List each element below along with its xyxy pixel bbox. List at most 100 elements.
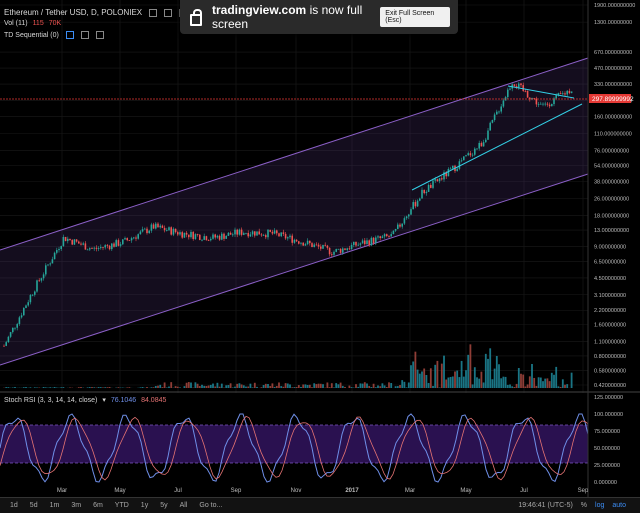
- candle-body: [263, 235, 265, 236]
- candle-body: [364, 240, 366, 244]
- candle-body: [419, 199, 421, 201]
- volume-bar: [529, 376, 531, 388]
- candle-body: [225, 236, 227, 239]
- candle-body: [113, 244, 115, 247]
- price-tick-label: 6.500000000: [594, 259, 626, 265]
- candle-body: [291, 236, 293, 243]
- range-6m[interactable]: 6m: [93, 502, 103, 509]
- stoch-rsi-label[interactable]: Stoch RSI (3, 3, 14, 14, close): [4, 397, 97, 404]
- chevron-down-icon[interactable]: ▾: [102, 397, 106, 404]
- auto-toggle[interactable]: auto: [612, 502, 626, 509]
- volume-bar: [151, 387, 153, 388]
- candle-body: [228, 233, 230, 236]
- volume-bar: [329, 387, 331, 388]
- range-ytd[interactable]: YTD: [115, 502, 129, 509]
- candle-body: [357, 245, 359, 246]
- volume-bar: [388, 382, 390, 388]
- volume-label[interactable]: Vol (11): [4, 20, 28, 27]
- clock-readout[interactable]: 19:46:41 (UTC-5): [518, 502, 572, 509]
- range-5y[interactable]: 5y: [160, 502, 167, 509]
- go-to-button[interactable]: Go to...: [199, 502, 222, 509]
- symbol-title[interactable]: Ethereum / Tether USD, D, POLONIEX: [4, 8, 142, 17]
- volume-bar: [366, 383, 368, 388]
- legend-settings-icon[interactable]: [149, 9, 157, 17]
- range-1y[interactable]: 1y: [141, 502, 148, 509]
- volume-bar: [509, 384, 511, 388]
- bottom-toolbar: 1d 5d 1m 3m 6m YTD 1y 5y All Go to... 19…: [0, 497, 640, 513]
- volume-bar: [459, 377, 461, 388]
- candle-body: [208, 240, 210, 241]
- volume-bar: [450, 377, 452, 388]
- candle-body: [190, 232, 192, 237]
- candle-body: [47, 264, 49, 265]
- volume-bar: [454, 371, 456, 388]
- candle-body: [428, 185, 430, 192]
- volume-bar: [265, 384, 267, 388]
- candle-body: [542, 104, 544, 105]
- candle-body: [74, 239, 76, 244]
- volume-bar: [520, 374, 522, 388]
- legend-hide-icon[interactable]: [164, 9, 172, 17]
- candle-body: [243, 233, 245, 235]
- candle-body: [294, 240, 296, 243]
- candle-body: [397, 225, 399, 229]
- candle-body: [571, 91, 573, 93]
- volume-bar: [217, 383, 219, 388]
- candle-body: [285, 234, 287, 238]
- volume-bar: [375, 387, 377, 388]
- exit-fullscreen-button[interactable]: Exit Full Screen (Esc): [380, 7, 450, 27]
- volume-bar: [276, 386, 278, 388]
- volume-bar: [399, 385, 401, 388]
- candle-body: [450, 168, 452, 169]
- candle-body: [492, 120, 494, 123]
- candle-body: [27, 302, 29, 305]
- candle-body: [395, 229, 397, 231]
- volume-bar: [54, 387, 56, 388]
- volume-bar: [379, 386, 381, 388]
- volume-bar: [146, 387, 148, 388]
- volume-bar: [234, 387, 236, 388]
- volume-bar: [307, 385, 309, 388]
- range-all[interactable]: All: [180, 502, 188, 509]
- volume-bar: [522, 375, 524, 388]
- candle-body: [230, 233, 232, 235]
- range-5d[interactable]: 5d: [30, 502, 38, 509]
- volume-bar: [514, 387, 516, 388]
- volume-bar: [25, 387, 27, 388]
- td-more-icon[interactable]: [96, 31, 104, 39]
- td-hide-icon[interactable]: [81, 31, 89, 39]
- range-1m[interactable]: 1m: [50, 502, 60, 509]
- candle-body: [146, 229, 148, 233]
- td-settings-icon[interactable]: [66, 31, 74, 39]
- volume-bar: [318, 384, 320, 388]
- log-toggle[interactable]: log: [595, 502, 604, 509]
- volume-bar: [184, 386, 186, 388]
- candle-body: [80, 244, 82, 245]
- volume-bar: [252, 387, 254, 388]
- td-sequential-label[interactable]: TD Sequential (0): [4, 32, 59, 39]
- volume-bar: [91, 387, 93, 388]
- range-3m[interactable]: 3m: [71, 502, 81, 509]
- candle-body: [316, 245, 318, 246]
- candle-body: [34, 292, 36, 295]
- candle-body: [65, 237, 67, 241]
- candle-body: [56, 250, 58, 253]
- candle-body: [89, 248, 91, 249]
- time-tick-label: Mar: [405, 488, 415, 494]
- candle-body: [569, 91, 571, 93]
- volume-bar: [245, 387, 247, 388]
- volume-bar: [289, 384, 291, 388]
- volume-bar: [285, 383, 287, 388]
- candle-body: [49, 263, 51, 264]
- range-1d[interactable]: 1d: [10, 502, 18, 509]
- candle-body: [313, 245, 315, 247]
- volume-bar: [212, 384, 214, 388]
- volume-bar: [340, 383, 342, 388]
- price-axis[interactable]: 1900.0000000001300.00000000670.000000000…: [594, 3, 635, 389]
- rsi-axis[interactable]: 125.000000100.00000075.00000050.00000025…: [594, 395, 623, 486]
- volume-bar: [203, 386, 205, 388]
- percent-toggle[interactable]: %: [581, 502, 587, 509]
- candle-body: [311, 243, 313, 247]
